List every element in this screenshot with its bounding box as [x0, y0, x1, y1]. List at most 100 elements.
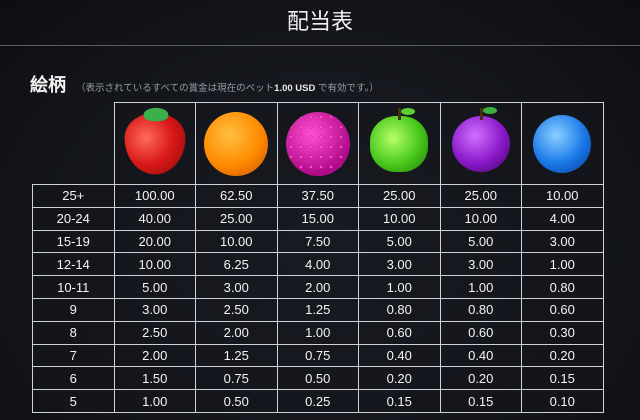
payout-cell: 20.00	[113, 229, 196, 254]
table-row: 25+ 100.00 62.50 37.50 25.00 25.00 10.00	[32, 184, 604, 208]
bet-value: 1.00 USD	[274, 83, 316, 94]
payout-cell: 10.00	[439, 206, 522, 231]
payout-cell: 0.75	[276, 343, 359, 368]
table-row: 6 1.50 0.75 0.50 0.20 0.20 0.15	[32, 366, 604, 391]
symbol-cell	[195, 102, 278, 185]
payout-cell: 0.50	[195, 389, 278, 413]
payout-cell: 0.15	[439, 389, 522, 413]
payout-cell: 0.20	[439, 366, 522, 391]
payout-cell: 4.00	[276, 252, 359, 277]
payout-cell: 1.50	[113, 366, 196, 391]
payout-cell: 3.00	[195, 275, 278, 299]
payout-cell: 0.40	[358, 343, 441, 368]
header-divider	[0, 45, 640, 46]
payout-cell: 10.00	[521, 184, 604, 208]
payout-cell: 0.40	[439, 343, 522, 368]
payout-cell: 1.00	[439, 275, 522, 299]
payout-cell: 1.25	[276, 297, 359, 322]
bet-note: （表示されているすべての賞金は現在のベット1.00 USD で有効です。）	[76, 80, 379, 94]
payout-cell: 5.00	[439, 229, 522, 254]
payout-cell: 1.00	[276, 320, 359, 345]
payout-cell: 25.00	[358, 184, 441, 208]
payout-cell: 0.15	[358, 389, 441, 413]
payout-cell: 0.50	[276, 366, 359, 391]
symbols-section-header: 絵柄 （表示されているすべての賞金は現在のベット1.00 USD で有効です。）	[30, 71, 379, 97]
count-cell: 25+	[32, 184, 115, 208]
payout-cell: 3.00	[521, 229, 604, 254]
table-row: 15-19 20.00 10.00 7.50 5.00 5.00 3.00	[32, 229, 604, 254]
payout-cell: 25.00	[439, 184, 522, 208]
table-row: 12-14 10.00 6.25 4.00 3.00 3.00 1.00	[32, 252, 604, 277]
payout-cell: 3.00	[113, 297, 196, 322]
payout-cell: 37.50	[276, 184, 359, 208]
blueberry-icon	[533, 114, 592, 173]
section-heading: 絵柄	[30, 75, 66, 95]
payout-cell: 0.20	[521, 343, 604, 368]
payout-cell: 2.50	[195, 297, 278, 322]
symbol-cell	[521, 102, 604, 185]
note-prefix: （表示されているすべての賞金は現在のベット	[76, 83, 275, 94]
symbol-cell	[358, 102, 441, 185]
payout-cell: 62.50	[195, 184, 278, 208]
count-cell: 15-19	[32, 229, 115, 254]
table-row: 9 3.00 2.50 1.25 0.80 0.80 0.60	[32, 297, 604, 322]
symbol-cell	[113, 102, 196, 185]
payout-cell: 0.20	[358, 366, 441, 391]
corner-cell	[33, 103, 115, 185]
table-row: 5 1.00 0.50 0.25 0.15 0.15 0.10	[32, 389, 604, 413]
symbol-cell	[276, 102, 359, 185]
payout-cell: 0.60	[358, 320, 441, 345]
payout-cell: 0.80	[439, 297, 522, 322]
count-cell: 6	[32, 366, 115, 391]
payout-cell: 6.25	[195, 252, 278, 277]
payout-cell: 2.00	[276, 275, 359, 299]
apple-icon	[370, 107, 429, 172]
payout-cell: 25.00	[195, 206, 278, 231]
payout-cell: 1.00	[358, 275, 441, 299]
payout-cell: 1.00	[113, 389, 196, 413]
count-cell: 7	[32, 343, 115, 368]
count-cell: 20-24	[32, 206, 115, 231]
count-cell: 8	[32, 320, 115, 345]
symbol-header-row	[33, 102, 604, 185]
payout-cell: 0.75	[195, 366, 278, 391]
payout-cell: 1.00	[521, 252, 604, 277]
payout-cell: 10.00	[358, 206, 441, 231]
note-suffix: で有効です。）	[315, 83, 379, 94]
table-row: 7 2.00 1.25 0.75 0.40 0.40 0.20	[32, 343, 604, 368]
payout-cell: 0.10	[521, 389, 604, 413]
orange-icon	[204, 111, 269, 176]
payout-cell: 3.00	[439, 252, 522, 277]
payout-cell: 0.60	[439, 320, 522, 345]
payout-cell: 5.00	[358, 229, 441, 254]
strawberry-icon	[124, 107, 186, 174]
raspberry-icon	[285, 111, 350, 176]
paytable: 25+ 100.00 62.50 37.50 25.00 25.00 10.00 20-24 4…	[32, 102, 604, 413]
payout-cell: 0.80	[358, 297, 441, 322]
payout-cell: 2.50	[113, 320, 196, 345]
table-row: 8 2.50 2.00 1.00 0.60 0.60 0.30	[32, 320, 604, 345]
count-cell: 12-14	[32, 252, 115, 277]
payout-cell: 5.00	[113, 275, 196, 299]
payout-cell: 0.15	[521, 366, 604, 391]
payout-cell: 7.50	[276, 229, 359, 254]
payout-cell: 15.00	[276, 206, 359, 231]
count-cell: 9	[32, 297, 115, 322]
payout-cell: 100.00	[113, 184, 196, 208]
payout-cell: 0.60	[521, 297, 604, 322]
payout-cell: 3.00	[358, 252, 441, 277]
payout-cell: 0.30	[521, 320, 604, 345]
payout-cell: 4.00	[521, 206, 604, 231]
payout-cell: 10.00	[113, 252, 196, 277]
payout-cell: 1.25	[195, 343, 278, 368]
payout-cell: 40.00	[113, 206, 196, 231]
payout-cell: 10.00	[195, 229, 278, 254]
table-row: 20-24 40.00 25.00 15.00 10.00 10.00 4.00	[32, 206, 604, 231]
table-row: 10-11 5.00 3.00 2.00 1.00 1.00 0.80	[32, 275, 604, 299]
symbol-cell	[439, 102, 522, 185]
count-cell: 10-11	[32, 275, 115, 299]
payout-cell: 0.80	[521, 275, 604, 299]
payout-cell: 0.25	[276, 389, 359, 413]
count-cell: 5	[32, 389, 115, 413]
payout-cell: 2.00	[195, 320, 278, 345]
